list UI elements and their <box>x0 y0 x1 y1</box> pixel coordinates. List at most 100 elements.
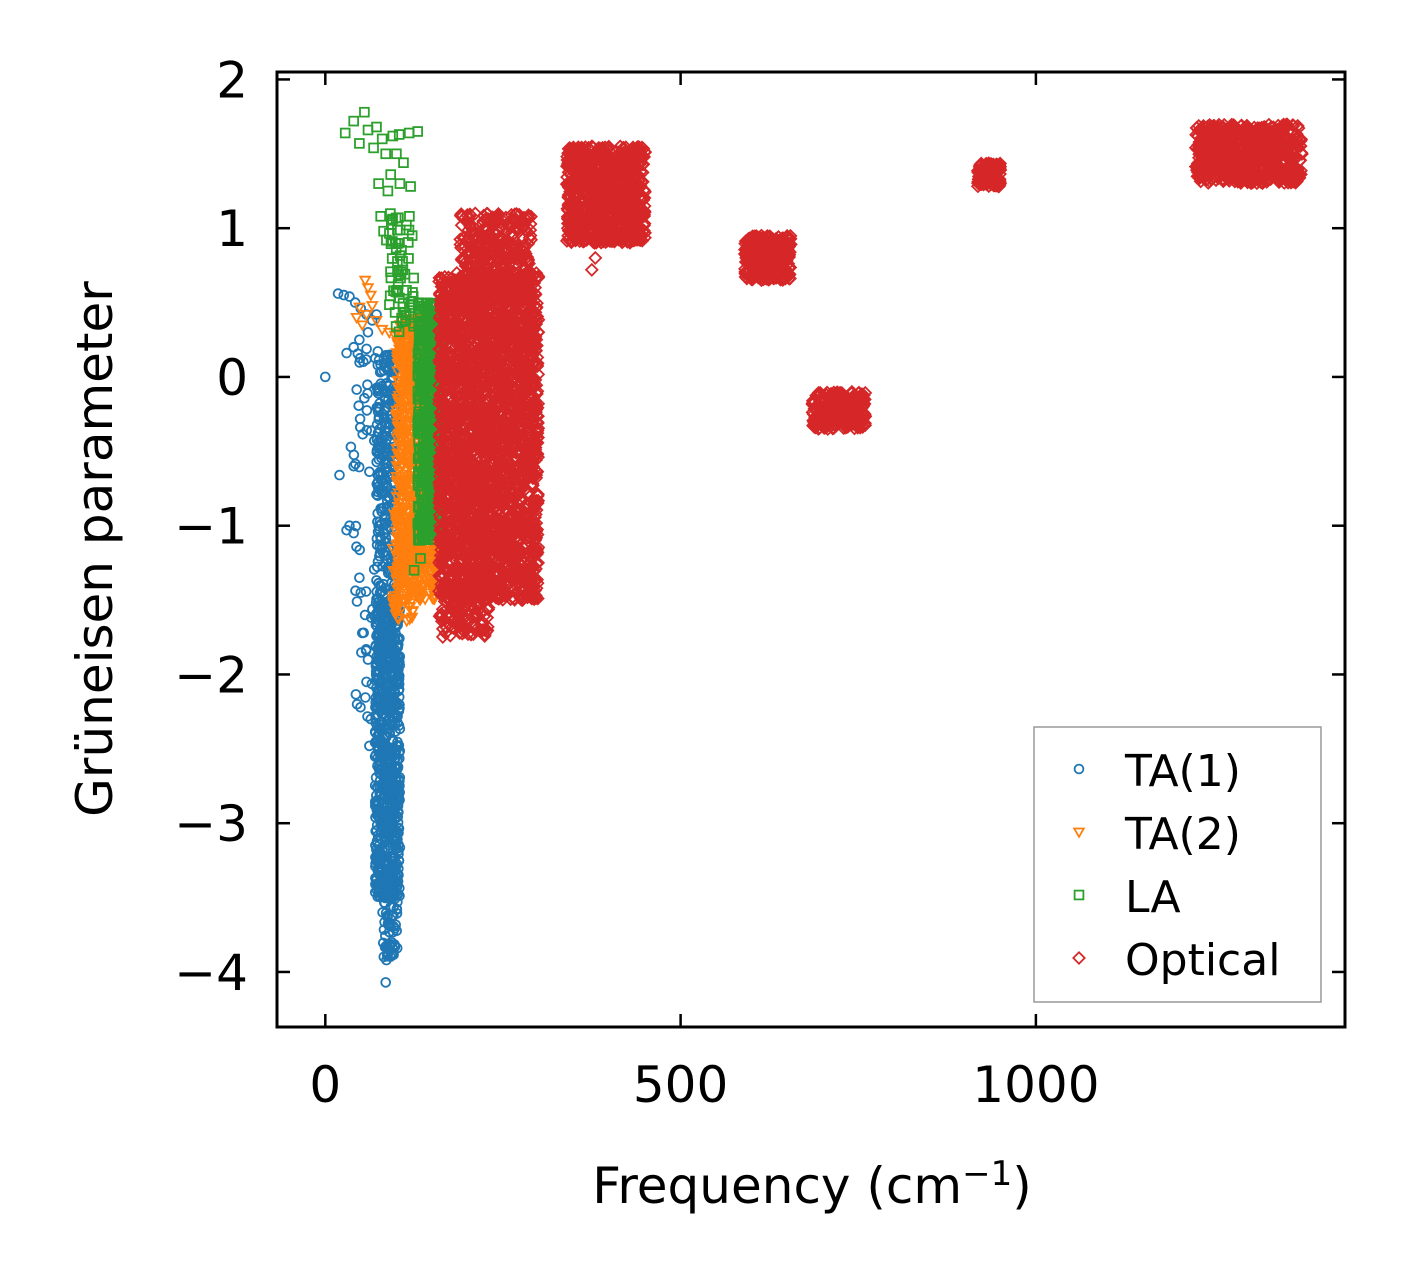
data-point <box>360 586 372 597</box>
data-point <box>377 937 389 949</box>
data-point <box>372 508 384 519</box>
data-point <box>372 383 384 394</box>
data-point <box>361 424 373 436</box>
data-point <box>384 887 396 899</box>
data-point <box>353 400 365 412</box>
data-point <box>390 874 402 886</box>
data-point <box>380 977 392 988</box>
data-point <box>376 518 387 530</box>
data-point <box>376 541 388 553</box>
data-point <box>385 920 396 932</box>
data-point <box>372 401 384 413</box>
data-point <box>382 554 394 566</box>
data-point <box>393 675 404 686</box>
scatter-markers <box>319 106 1309 988</box>
data-point <box>392 800 404 812</box>
data-point <box>383 693 395 704</box>
data-point <box>394 723 406 735</box>
data-point <box>376 806 388 818</box>
data-point <box>350 458 361 470</box>
data-point <box>362 654 374 665</box>
data-point <box>365 425 377 437</box>
data-point <box>351 596 363 607</box>
data-point <box>374 366 386 378</box>
data-point <box>377 652 389 664</box>
data-point <box>366 678 378 690</box>
data-point <box>361 343 372 355</box>
data-point <box>354 572 365 584</box>
data-point <box>354 544 366 556</box>
data-point <box>393 670 405 681</box>
data-point <box>372 490 384 502</box>
data-point <box>392 639 404 650</box>
data-point <box>348 341 360 353</box>
data-point <box>360 692 371 703</box>
data-point <box>370 798 381 810</box>
data-point <box>371 419 383 430</box>
data-point <box>368 564 380 575</box>
data-point <box>379 403 391 414</box>
data-point <box>350 520 362 532</box>
data-point <box>378 875 390 886</box>
data-point <box>376 825 387 836</box>
data-point <box>392 634 404 645</box>
data-point <box>384 813 395 825</box>
data-point <box>371 608 382 619</box>
data-point <box>378 619 390 630</box>
data-point <box>319 371 331 383</box>
data-point <box>368 435 380 447</box>
data-point <box>372 850 384 862</box>
data-point <box>369 726 381 737</box>
data-point <box>354 334 365 346</box>
data-point <box>383 777 395 788</box>
data-point <box>380 834 392 846</box>
data-point <box>354 352 366 364</box>
data-point <box>371 539 383 551</box>
data-point <box>360 643 372 655</box>
data-point <box>334 469 345 481</box>
data-point <box>341 347 352 359</box>
data-point <box>385 385 397 396</box>
data-point <box>359 609 371 621</box>
data-point <box>376 581 387 592</box>
data-point <box>373 692 384 704</box>
data-point <box>374 760 386 771</box>
data-point <box>372 592 384 603</box>
data-point <box>376 708 388 720</box>
data-point <box>380 393 391 405</box>
data-point <box>372 346 384 357</box>
data-point <box>355 587 367 598</box>
data-point <box>391 761 403 772</box>
data-point <box>364 466 375 478</box>
data-point <box>351 541 362 552</box>
data-point <box>390 827 402 839</box>
data-point <box>380 664 391 676</box>
data-point <box>350 585 361 596</box>
data-point <box>387 649 399 661</box>
data-point <box>365 713 377 725</box>
data-point <box>374 685 385 697</box>
data-point <box>379 693 391 705</box>
data-point <box>387 680 398 692</box>
data-point <box>386 855 397 867</box>
data-point <box>371 561 383 573</box>
data-point <box>376 724 388 736</box>
data-point <box>381 954 392 966</box>
data-point <box>358 627 370 639</box>
data-point <box>391 908 403 919</box>
data-point <box>378 357 390 369</box>
data-point <box>344 291 355 302</box>
series-ta-1 <box>319 288 406 988</box>
data-point <box>392 833 403 845</box>
data-point <box>388 767 400 778</box>
data-point <box>389 655 401 667</box>
data-point <box>360 354 372 365</box>
data-point <box>362 388 373 399</box>
data-point <box>372 486 384 498</box>
data-point <box>361 405 373 416</box>
data-point <box>362 326 374 338</box>
data-point <box>387 926 399 938</box>
data-point <box>391 903 403 915</box>
data-point <box>377 863 389 875</box>
data-point <box>338 289 350 301</box>
